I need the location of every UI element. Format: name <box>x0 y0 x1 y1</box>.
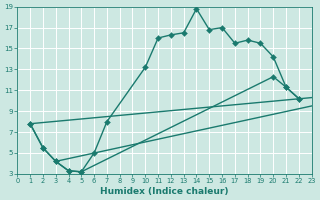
X-axis label: Humidex (Indice chaleur): Humidex (Indice chaleur) <box>100 187 229 196</box>
